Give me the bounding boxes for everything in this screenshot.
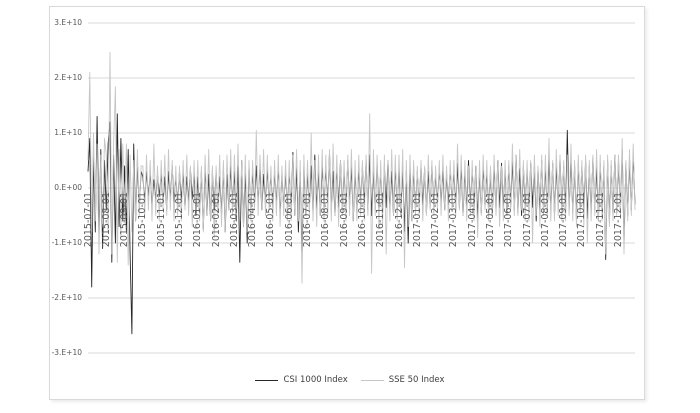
legend: CSI 1000 Index SSE 50 Index (0, 372, 700, 388)
x-tick-label: 2015-09-01 (119, 192, 131, 248)
y-tick-label: -3.E+10 (51, 348, 82, 357)
y-tick-label: 3.E+10 (54, 18, 82, 27)
x-tick-label: 2016-12-01 (393, 192, 405, 248)
x-tick-label: 2017-06-01 (503, 192, 515, 248)
x-tick-label: 2016-07-01 (302, 192, 314, 248)
y-tick-label: -1.E+10 (51, 238, 82, 247)
x-tick-label: 2016-10-01 (356, 192, 368, 248)
x-tick-label: 2016-05-01 (265, 192, 277, 248)
x-tick-label: 2016-01-01 (192, 192, 204, 248)
x-tick-label: 2017-09-01 (558, 192, 570, 248)
y-tick-label: -2.E+10 (51, 293, 82, 302)
x-tick-label: 2017-01-01 (411, 192, 423, 248)
x-tick-label: 2017-04-01 (466, 192, 478, 248)
x-tick-label: 2016-08-01 (320, 192, 332, 248)
legend-line-sample (360, 379, 384, 381)
legend-line-sample (255, 379, 279, 381)
x-tick-label: 2017-05-01 (484, 192, 496, 248)
x-tick-label: 2016-09-01 (338, 192, 350, 248)
x-tick-label: 2017-02-01 (430, 192, 442, 248)
legend-item: CSI 1000 Index (255, 375, 348, 385)
x-tick-label: 2016-03-01 (228, 192, 240, 248)
x-tick-label: 2017-11-01 (594, 192, 606, 248)
x-tick-label: 2016-04-01 (247, 192, 259, 248)
x-tick-label: 2017-03-01 (448, 192, 460, 248)
y-tick-label: 0.E+00 (54, 183, 82, 192)
x-tick-label: 2016-11-01 (375, 192, 387, 248)
x-tick-label: 2017-10-01 (576, 192, 588, 248)
x-tick-label: 2017-12-01 (613, 192, 625, 248)
y-tick-label: 2.E+10 (54, 73, 82, 82)
x-tick-label: 2015-08-01 (100, 192, 112, 248)
x-tick-label: 2017-08-01 (539, 192, 551, 248)
legend-item: SSE 50 Index (360, 375, 445, 385)
x-tick-label: 2015-12-01 (173, 192, 185, 248)
y-tick-label: 1.E+10 (54, 128, 82, 137)
x-tick-label: 2017-07-01 (521, 192, 533, 248)
x-tick-label: 2015-10-01 (137, 192, 149, 248)
legend-item-label: SSE 50 Index (388, 375, 445, 385)
legend-item-label: CSI 1000 Index (283, 375, 348, 385)
x-tick-label: 2016-06-01 (283, 192, 295, 248)
x-tick-label: 2015-11-01 (155, 192, 167, 248)
x-tick-label: 2015-07-01 (82, 192, 94, 248)
x-tick-label: 2016-02-01 (210, 192, 222, 248)
